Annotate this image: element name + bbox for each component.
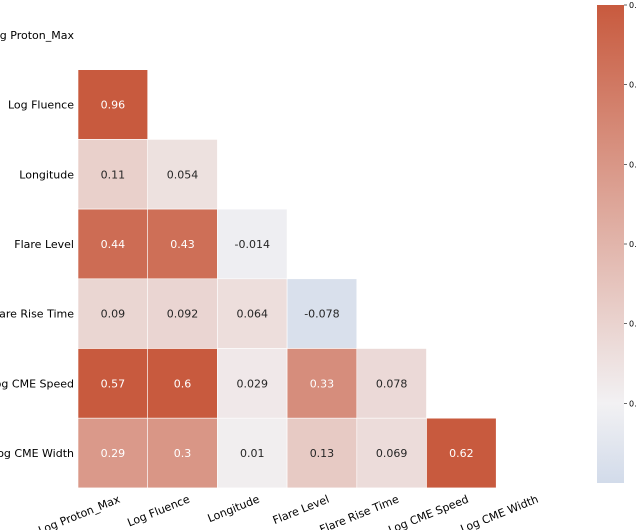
cell-value-label: 0.29 — [101, 447, 126, 460]
y-tick-label: Log Proton_Max — [0, 29, 74, 42]
colorbar-tick-label: 0.2 — [629, 240, 636, 249]
y-tick-label: Flare Level — [14, 238, 74, 251]
y-tick-label: Flare Rise Time — [0, 308, 74, 321]
colorbar-tick-label: 0.0 — [629, 399, 636, 408]
colorbar-gradient — [597, 5, 624, 483]
y-tick-label: Log CME Speed — [0, 377, 74, 390]
heatmap-cell — [147, 278, 218, 349]
cell-value-label: 0.3 — [174, 447, 192, 460]
y-tick-label: Longitude — [19, 168, 74, 181]
y-axis-labels: Log Proton_Max Log Fluence Longitude Flare … — [0, 29, 74, 460]
cell-value-label: 0.078 — [376, 377, 408, 390]
colorbar-tick-label: 0.5 — [629, 1, 636, 10]
cell-value-label: 0.13 — [310, 447, 335, 460]
colorbar-tick-label: 0.1 — [629, 320, 636, 329]
y-tick-label: Log Fluence — [8, 99, 74, 112]
heatmap-cell — [217, 417, 288, 489]
colorbar-tick-label: 0.3 — [629, 160, 636, 169]
cell-value-label: 0.33 — [310, 377, 335, 390]
heatmap-cell — [217, 208, 288, 280]
heatmap-cell — [77, 69, 148, 140]
heatmap-cell — [217, 348, 288, 419]
cell-value-label: 0.064 — [237, 308, 269, 321]
x-tick-label: Longitude — [206, 493, 262, 526]
cell-value-label: 0.43 — [170, 238, 195, 251]
colorbar: 0.0 0.1 0.2 0.3 0.4 0.5 — [597, 1, 636, 483]
cell-value-label: 0.092 — [167, 308, 199, 321]
heatmap-cell — [147, 139, 218, 210]
heatmap-cell — [426, 417, 497, 489]
colorbar-tick-label: 0.4 — [629, 81, 636, 90]
x-tick-label: Log Fluence — [126, 493, 192, 530]
x-tick-label: Log CME Width — [459, 493, 541, 530]
x-tick-label: Log Proton_Max — [37, 492, 123, 530]
heatmap-cell — [147, 417, 218, 489]
heatmap-cell — [286, 348, 358, 419]
cell-value-label: -0.078 — [304, 308, 339, 321]
y-tick-label: Log CME Width — [0, 447, 74, 460]
heatmap-cell — [77, 208, 148, 280]
cell-value-label: 0.054 — [167, 168, 199, 181]
cell-value-label: -0.014 — [235, 238, 270, 251]
cell-value-label: 0.44 — [101, 238, 126, 251]
heatmap-cells: 0.96 0.11 0.054 0.44 0.43 -0.014 0.09 0.092 0.06… — [77, 69, 497, 489]
heatmap-cell — [356, 348, 427, 419]
heatmap-cell — [286, 417, 358, 489]
cell-value-label: 0.6 — [174, 377, 192, 390]
cell-value-label: 0.029 — [237, 377, 269, 390]
heatmap-cell — [356, 417, 427, 489]
cell-value-label: 0.069 — [376, 447, 408, 460]
cell-value-label: 0.96 — [101, 99, 126, 112]
cell-value-label: 0.09 — [101, 308, 126, 321]
cell-value-label: 0.62 — [449, 447, 474, 460]
heatmap-cell — [147, 208, 218, 280]
cell-value-label: 0.01 — [240, 447, 265, 460]
heatmap-cell — [77, 417, 148, 489]
heatmap-cell — [147, 348, 218, 419]
heatmap-cell — [286, 278, 358, 349]
x-axis-labels: Log Proton_Max Log Fluence Longitude Flare … — [37, 492, 541, 530]
cell-value-label: 0.11 — [101, 168, 126, 181]
cell-value-label: 0.57 — [101, 377, 126, 390]
heatmap-cell — [77, 139, 148, 210]
